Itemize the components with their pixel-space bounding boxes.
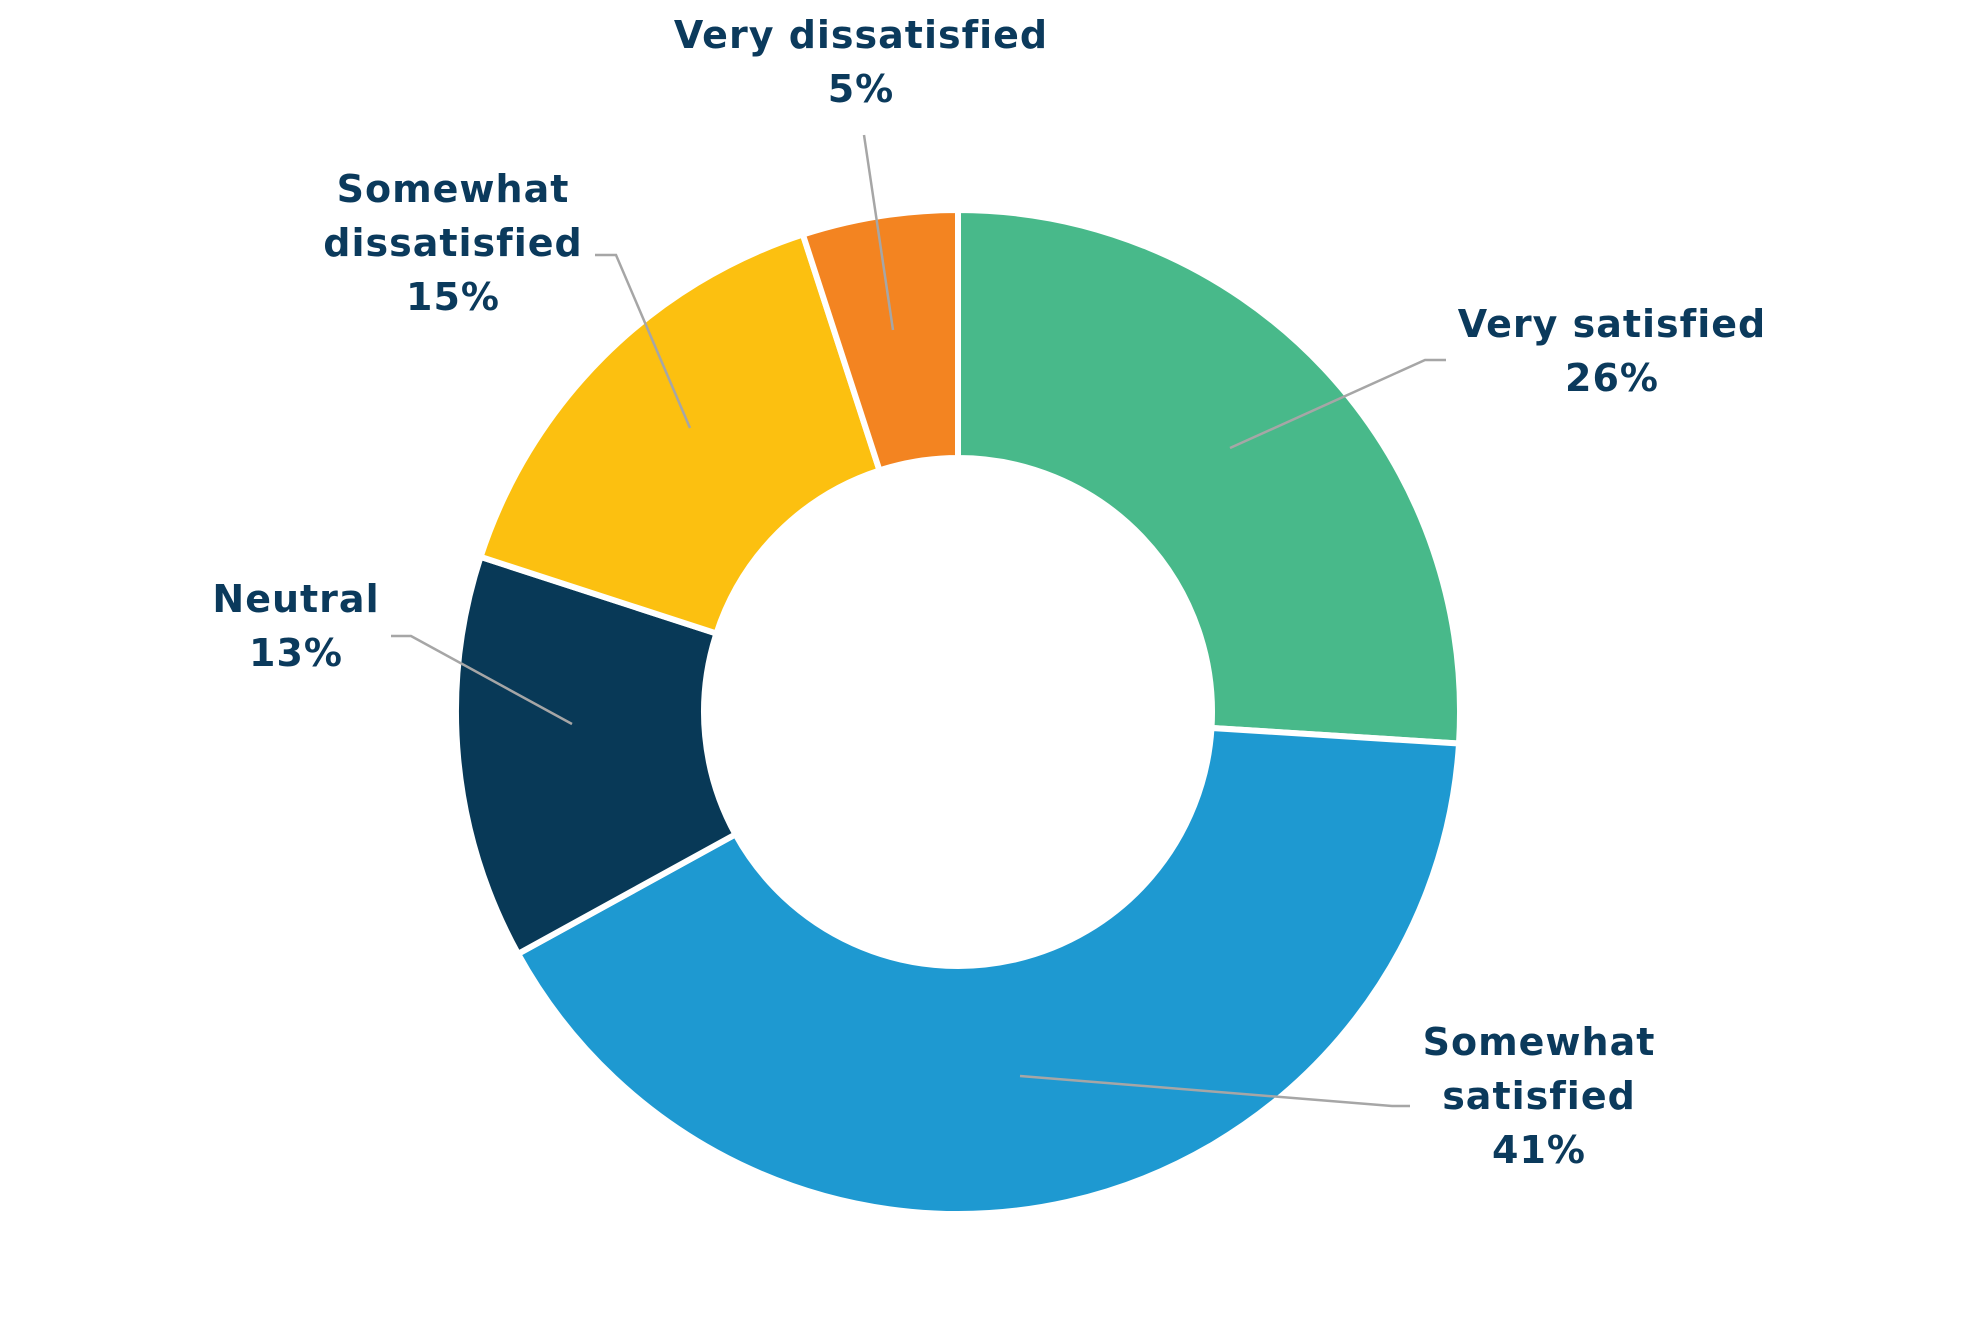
leader-line-somewhat-satisfied	[1019, 1074, 1410, 1108]
value-label: 26%	[1565, 356, 1659, 400]
value-label: 5%	[828, 67, 895, 111]
category-label: satisfied	[1442, 1074, 1636, 1118]
category-label: Very satisfied	[1458, 302, 1766, 346]
leader-lines-layer	[391, 134, 1446, 1108]
slices-layer	[453, 206, 1463, 1218]
data-label-very-satisfied: Very satisfied 26%	[1458, 302, 1766, 400]
leader-line-very-satisfied	[1229, 358, 1446, 450]
slice-neutral	[453, 553, 740, 958]
category-label: Neutral	[212, 577, 379, 621]
category-label: Somewhat	[1423, 1020, 1656, 1064]
slice-very-satisfied	[955, 206, 1463, 747]
data-label-neutral: Neutral 13%	[212, 577, 379, 675]
data-label-somewhat-satisfied: Somewhat satisfied 41%	[1423, 1020, 1656, 1172]
category-label: Somewhat	[337, 167, 570, 211]
value-label: 15%	[406, 275, 500, 319]
category-label: dissatisfied	[323, 221, 582, 265]
leader-line-very-dissatisfied	[862, 134, 895, 331]
slice-very-dissatisfied	[799, 206, 961, 475]
value-label: 41%	[1492, 1128, 1586, 1172]
value-label: 13%	[249, 631, 343, 675]
leader-line-neutral	[391, 634, 573, 726]
labels-layer: Very satisfied 26% Somewhat satisfied 41% Neu…	[212, 13, 1766, 1172]
data-label-very-dissatisfied: Very dissatisfied 5%	[674, 13, 1048, 111]
leader-line-somewhat-dissatisfied	[595, 253, 692, 429]
slice-somewhat-dissatisfied	[476, 230, 884, 638]
category-label: Very dissatisfied	[674, 13, 1048, 57]
data-label-somewhat-dissatisfied: Somewhat dissatisfied 15%	[323, 167, 582, 319]
